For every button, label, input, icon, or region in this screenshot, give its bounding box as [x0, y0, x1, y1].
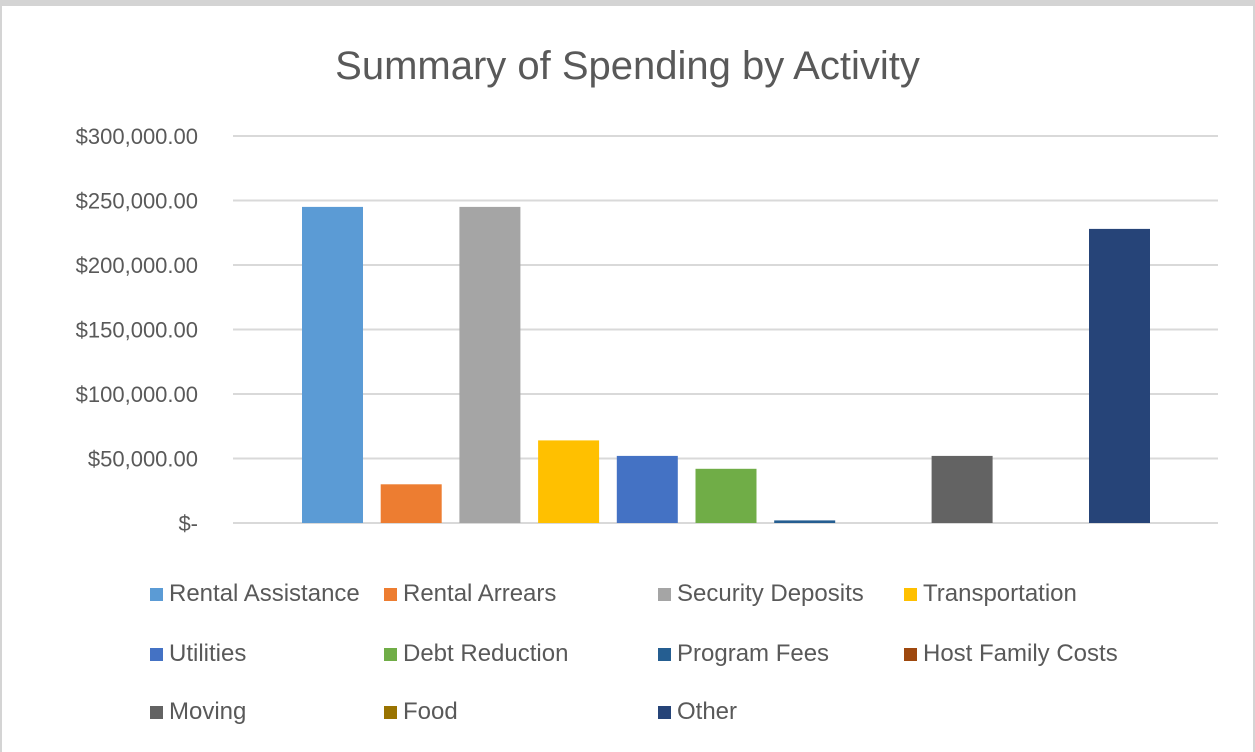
y-tick-label: $250,000.00: [76, 189, 198, 214]
legend-swatch: [150, 587, 163, 601]
legend-item: Food: [384, 698, 458, 726]
legend-swatch: [384, 705, 397, 719]
legend-item: Debt Reduction: [384, 640, 568, 668]
legend-item: Other: [658, 698, 737, 726]
legend-swatch: [384, 647, 397, 661]
legend-swatch: [658, 705, 671, 719]
legend-item: Host Family Costs: [904, 640, 1118, 668]
legend-label: Program Fees: [677, 640, 830, 667]
bar-security-deposits: [459, 206, 521, 523]
bar-program-fees: [774, 520, 836, 523]
bar-rental-arrears: [380, 484, 442, 523]
bar-rental-assistance: [302, 206, 363, 523]
bar-utilities: [616, 455, 678, 523]
legend-item: Program Fees: [658, 640, 829, 668]
legend-swatch: [904, 647, 917, 661]
legend-label: Other: [677, 698, 738, 725]
legend-item: Transportation: [904, 580, 1077, 608]
legend-swatch: [384, 587, 397, 601]
legend-swatch: [658, 587, 671, 601]
legend-item: Moving: [150, 698, 246, 726]
legend-label: Food: [403, 698, 458, 725]
legend-label: Utilities: [169, 640, 247, 667]
y-tick-label: $50,000.00: [88, 447, 198, 472]
legend-label: Security Deposits: [677, 580, 864, 607]
y-tick-label: $150,000.00: [76, 318, 198, 343]
legend-swatch: [658, 647, 671, 661]
chart-title: Summary of Spending by Activity: [335, 44, 920, 88]
legend-label: Transportation: [923, 580, 1077, 607]
legend-label: Moving: [169, 698, 247, 725]
legend-item: Security Deposits: [658, 580, 864, 608]
y-axis-tick-labels: $- $50,000.00 $100,000.00 $150,000.00 $200,0…: [76, 124, 198, 536]
legend-swatch: [150, 705, 163, 719]
y-tick-label: $100,000.00: [76, 382, 198, 407]
legend-swatch: [150, 647, 163, 661]
legend-item: Rental Assistance: [150, 580, 360, 608]
bars: [302, 206, 1150, 523]
legend-item: Rental Arrears: [384, 580, 556, 608]
legend-label: Host Family Costs: [923, 640, 1118, 667]
bar-other: [1089, 228, 1150, 523]
y-tick-label: $-: [178, 511, 198, 536]
legend-label: Rental Arrears: [403, 580, 557, 607]
bar-transportation: [538, 440, 600, 523]
legend-item: Utilities: [150, 640, 246, 668]
bar-debt-reduction: [695, 468, 757, 523]
y-tick-label: $300,000.00: [76, 124, 198, 149]
legend-label: Rental Assistance: [169, 580, 360, 607]
legend-swatch: [904, 587, 917, 601]
bar-moving: [931, 455, 993, 523]
legend-label: Debt Reduction: [403, 640, 569, 667]
y-tick-label: $200,000.00: [76, 253, 198, 278]
